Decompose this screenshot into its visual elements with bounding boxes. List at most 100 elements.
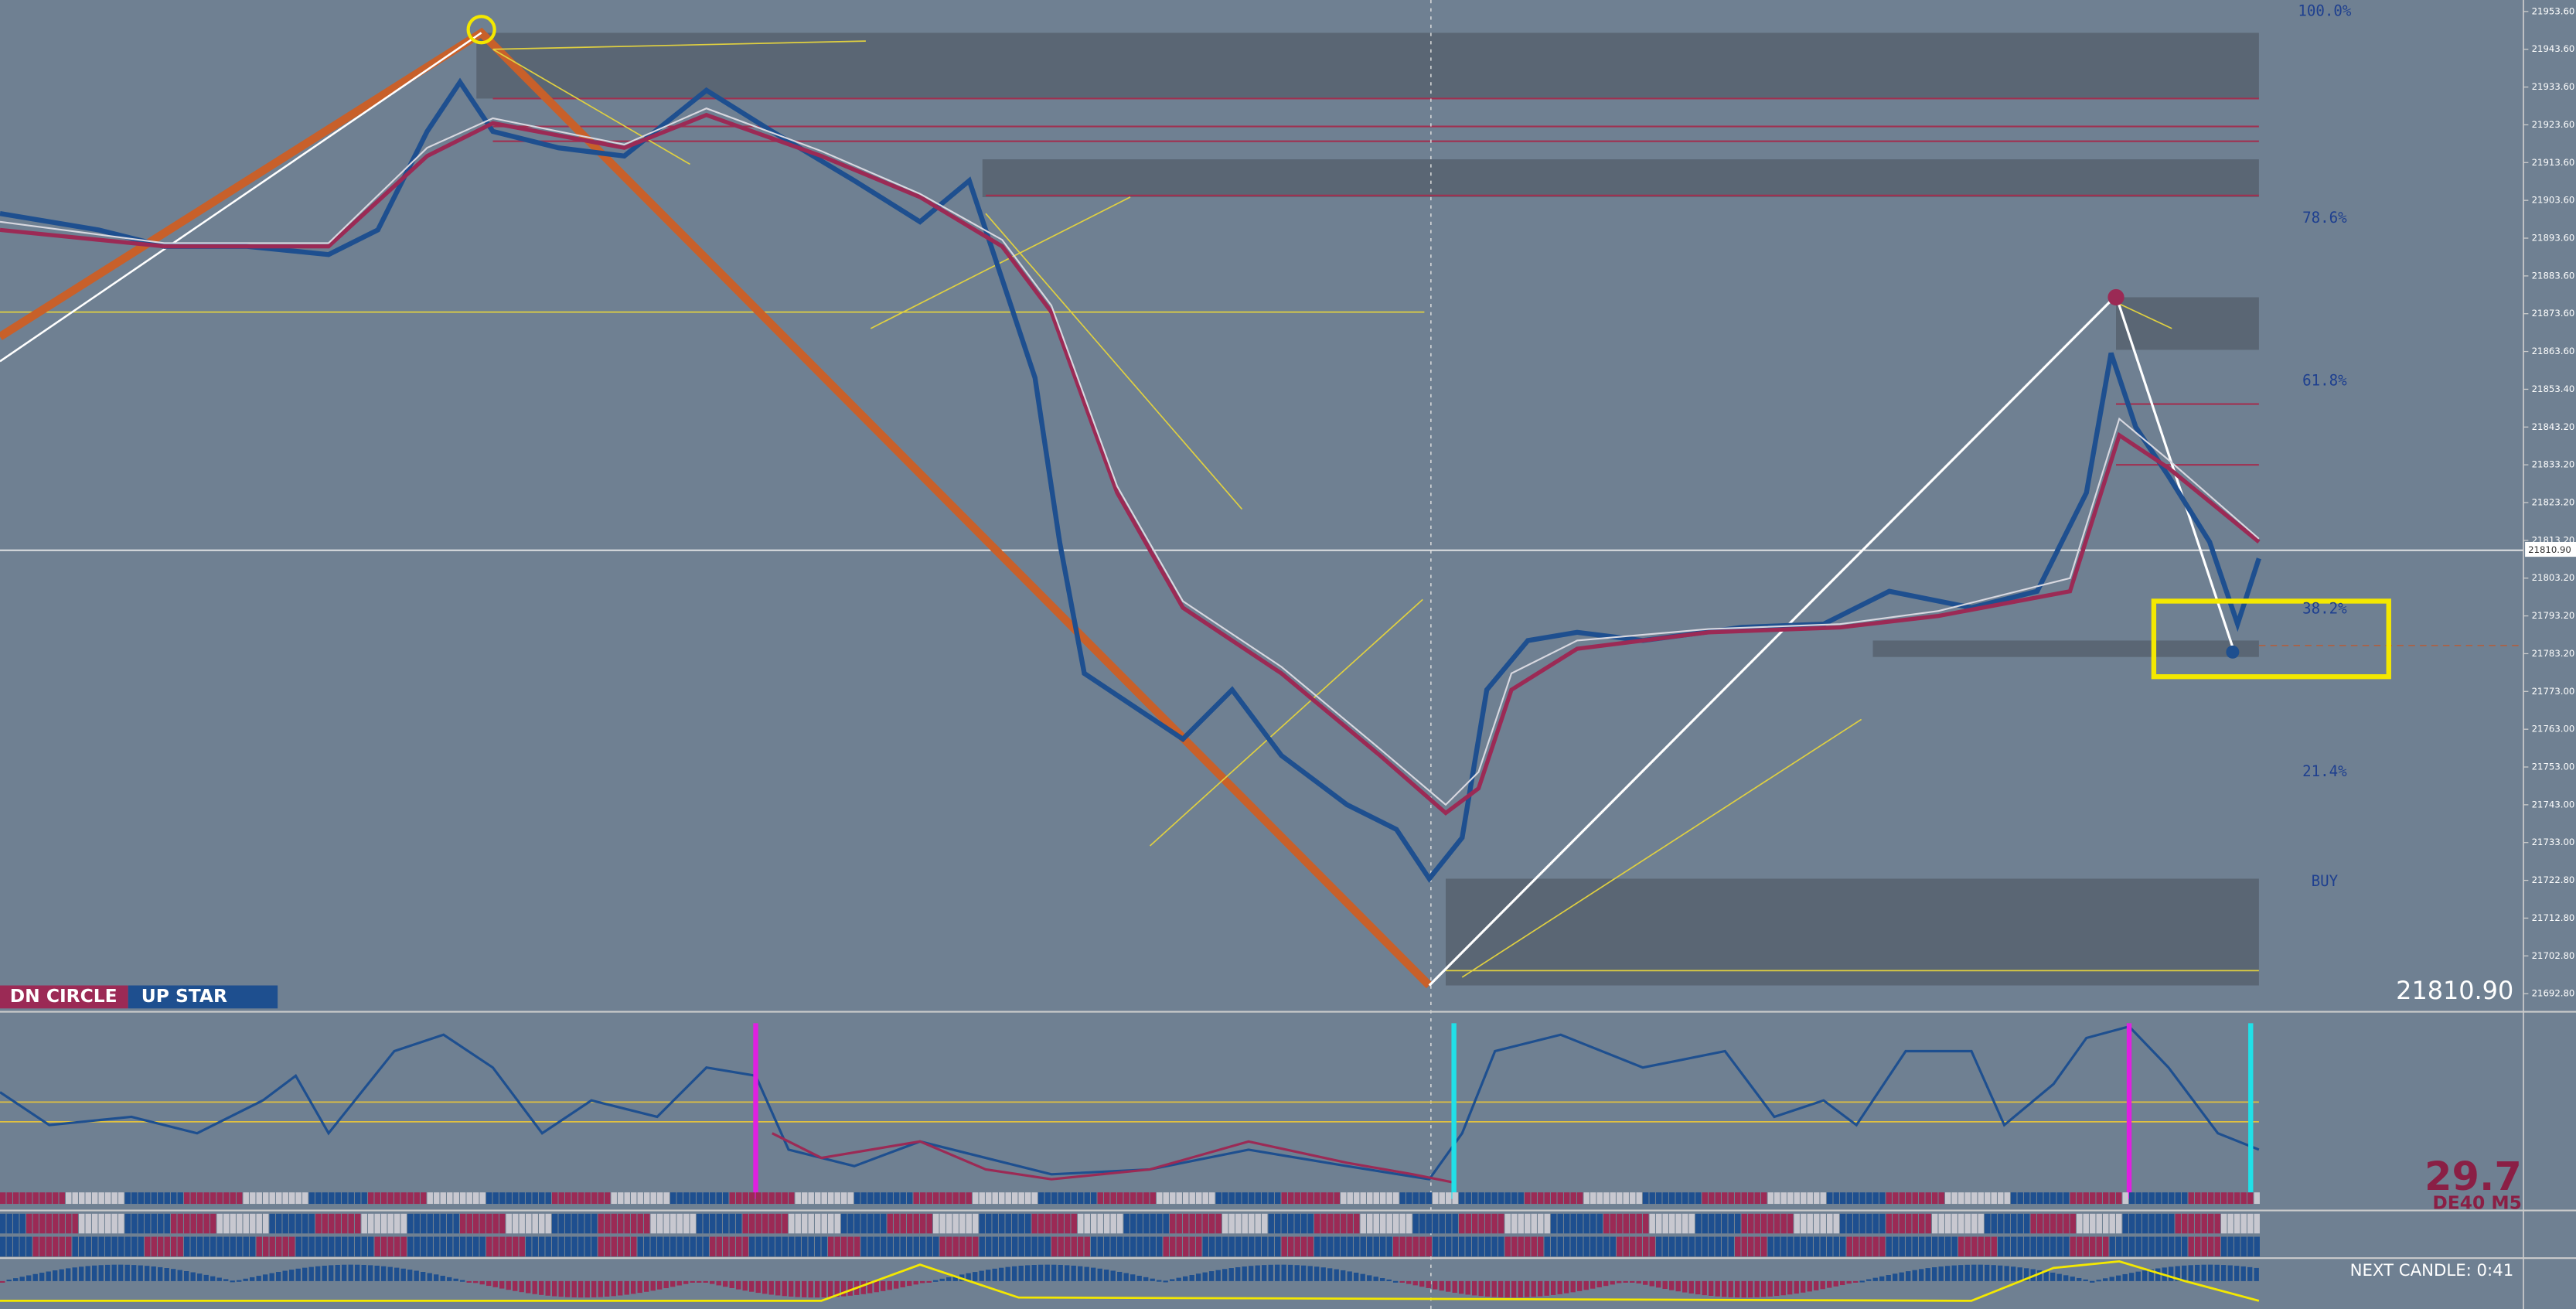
hist-block (1951, 1192, 1958, 1205)
hist-block (1091, 1192, 1097, 1205)
hist-block (663, 1213, 670, 1234)
hist-block (145, 1213, 151, 1234)
hist-block (1840, 1213, 1846, 1234)
signal-bars (753, 1023, 2254, 1199)
axis-label: 21733.00 (2532, 837, 2575, 847)
hist-block (2050, 1213, 2056, 1234)
hist-block (66, 1236, 72, 1257)
hist-block (952, 1213, 959, 1234)
hist-wave (697, 1280, 702, 1283)
hist-block (539, 1236, 545, 1257)
hist-block (6, 1192, 12, 1205)
hist-block (26, 1236, 32, 1257)
hist-block (1794, 1236, 1800, 1257)
hist-block (742, 1213, 748, 1234)
hist-block (1104, 1236, 1110, 1257)
hist-block (2116, 1213, 2122, 1234)
hist-wave (1675, 1280, 1681, 1292)
hist-block (775, 1192, 782, 1205)
hist-block (644, 1236, 650, 1257)
hist-block (1551, 1213, 1557, 1234)
hist-block (2103, 1236, 2109, 1257)
hist-block (1288, 1236, 1294, 1257)
hist-block (973, 1236, 979, 1257)
hist-wave (1964, 1264, 1970, 1281)
hist-wave (847, 1280, 853, 1296)
hist-wave (1978, 1264, 1983, 1281)
hist-block (1341, 1236, 1347, 1257)
hist-wave (650, 1280, 656, 1291)
hist-block (1498, 1213, 1504, 1234)
hist-block (1215, 1192, 1222, 1205)
hist-block (1426, 1236, 1432, 1257)
hist-block (1341, 1192, 1347, 1205)
hist-block (683, 1213, 690, 1234)
hist-block (1150, 1236, 1156, 1257)
hist-block (32, 1192, 39, 1205)
hist-block (46, 1192, 52, 1205)
hist-block (847, 1213, 854, 1234)
hist-block (237, 1236, 243, 1257)
hist-block (184, 1192, 190, 1205)
hist-block (460, 1192, 466, 1205)
hist-block (1853, 1213, 1859, 1234)
hist-block (1971, 1213, 1978, 1234)
hist-wave (2240, 1266, 2246, 1281)
hist-block (2135, 1213, 2142, 1234)
hist-block (203, 1213, 210, 1234)
hist-block (2155, 1213, 2162, 1234)
hist-wave (427, 1273, 432, 1281)
hist-block (1893, 1192, 1899, 1205)
hist-block (1399, 1236, 1406, 1257)
hist-wave (322, 1265, 327, 1281)
axis-label: 21953.60 (2532, 5, 2575, 16)
hist-wave (1925, 1268, 1930, 1281)
hist-block (1065, 1236, 1071, 1257)
hist-block (1123, 1213, 1130, 1234)
hist-block (552, 1213, 558, 1234)
hist-block (1504, 1236, 1511, 1257)
hist-wave (795, 1280, 800, 1297)
hist-block (1754, 1213, 1760, 1234)
hist-block (1209, 1236, 1215, 1257)
hist-block (690, 1192, 696, 1205)
hist-block (1780, 1213, 1787, 1234)
hist-block (1833, 1192, 1839, 1205)
hist-block (2116, 1192, 2122, 1205)
hist-block (999, 1192, 1005, 1205)
hist-block (933, 1236, 939, 1257)
hist-block (2037, 1236, 2043, 1257)
hist-block (158, 1213, 164, 1234)
hist-block (1189, 1192, 1195, 1205)
hist-block (939, 1192, 946, 1205)
hist-block (657, 1213, 663, 1234)
hist-wave (637, 1280, 642, 1294)
hist-block (611, 1213, 617, 1234)
hist-block (1301, 1236, 1307, 1257)
hist-block (558, 1236, 564, 1257)
hist-block (440, 1236, 446, 1257)
trend-lines (492, 40, 2172, 978)
hist-block (1504, 1192, 1511, 1205)
hist-block (2043, 1236, 2050, 1257)
hist-wave (1262, 1265, 1267, 1281)
hist-block (1314, 1236, 1320, 1257)
hist-block (2063, 1213, 2070, 1234)
axis-label: 21833.20 (2532, 459, 2575, 470)
hist-block (552, 1192, 558, 1205)
hist-block (697, 1236, 703, 1257)
hist-block (1899, 1236, 1905, 1257)
hist-wave (105, 1264, 111, 1281)
hist-block (1262, 1192, 1268, 1205)
hist-wave (460, 1280, 465, 1282)
hist-block (1675, 1192, 1682, 1205)
hist-block (59, 1192, 65, 1205)
hist-block (2182, 1236, 2188, 1257)
hist-block (1531, 1236, 1537, 1257)
hist-block (1058, 1192, 1064, 1205)
hist-block (1406, 1236, 1412, 1257)
hist-block (723, 1213, 729, 1234)
hist-block (322, 1236, 328, 1257)
hist-wave (2208, 1264, 2213, 1281)
hist-block (1722, 1213, 1728, 1234)
